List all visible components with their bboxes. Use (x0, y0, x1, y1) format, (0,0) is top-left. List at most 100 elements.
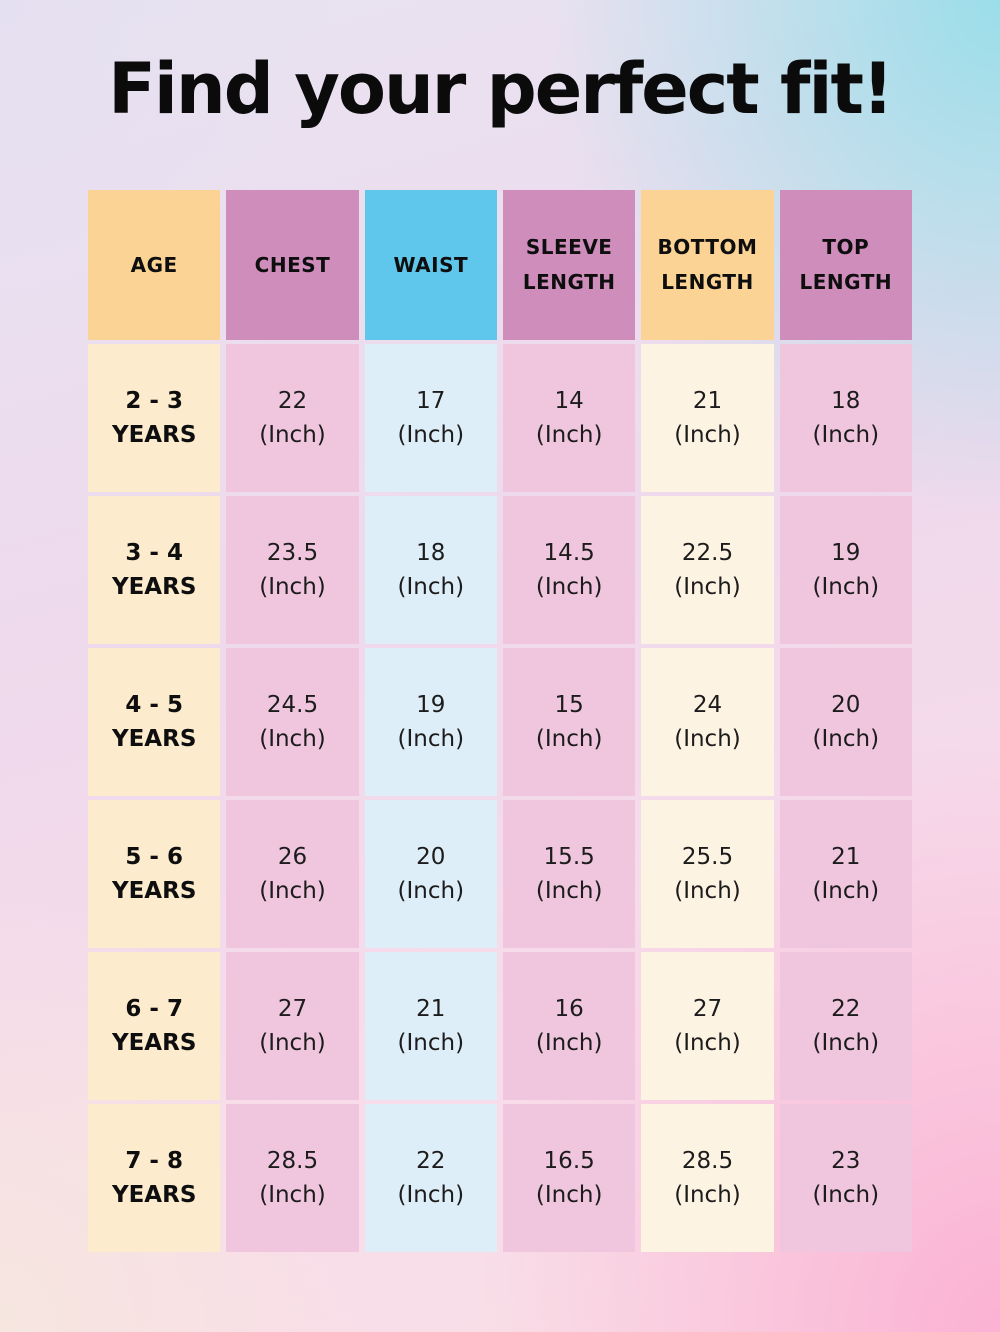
size-chart-table: AGE CHEST WAIST SLEEVE LENGTH BOTTOM LEN… (88, 190, 912, 1252)
measurement-unit: (Inch) (259, 1030, 326, 1056)
measurement-unit: (Inch) (259, 422, 326, 448)
chest-value-cell: 28.5 (Inch) (226, 1104, 359, 1252)
measurement-value: 19 (416, 691, 446, 718)
measurement-value: 22 (831, 995, 861, 1022)
measurement-value: 18 (831, 387, 861, 414)
header-cell-chest: CHEST (226, 190, 359, 340)
header-cell-bottom-length: BOTTOM LENGTH (641, 190, 774, 340)
top-length-value-cell: 20 (Inch) (779, 648, 912, 796)
age-unit: YEARS (111, 726, 197, 752)
measurement-value: 14.5 (543, 539, 595, 566)
bottom-length-value-cell: 28.5 (Inch) (641, 1104, 774, 1252)
measurement-value: 18 (416, 539, 446, 566)
age-cell: 3 - 4 YEARS (88, 496, 221, 644)
age-range: 3 - 4 (125, 539, 183, 566)
measurement-unit: (Inch) (397, 574, 465, 600)
measurement-value: 20 (416, 843, 446, 870)
measurement-unit: (Inch) (259, 1182, 326, 1208)
bottom-length-value-cell: 22.5 (Inch) (641, 496, 774, 644)
header-cell-age: AGE (88, 190, 221, 340)
measurement-unit: (Inch) (674, 1182, 741, 1208)
measurement-unit: (Inch) (259, 726, 326, 752)
top-length-value-cell: 19 (Inch) (779, 496, 912, 644)
measurement-value: 22 (416, 1147, 446, 1174)
measurement-unit: (Inch) (674, 422, 741, 448)
waist-value-cell: 21 (Inch) (364, 952, 497, 1100)
top-length-value-cell: 23 (Inch) (779, 1104, 912, 1252)
sleeve-length-value-cell: 16.5 (Inch) (502, 1104, 636, 1252)
measurement-value: 14 (554, 387, 584, 414)
age-unit: YEARS (111, 1030, 197, 1056)
measurement-unit: (Inch) (812, 1030, 880, 1056)
top-length-value-cell: 21 (Inch) (779, 800, 912, 948)
measurement-value: 22.5 (681, 539, 734, 566)
measurement-unit: (Inch) (397, 726, 465, 752)
measurement-value: 26 (277, 843, 308, 870)
measurement-unit: (Inch) (674, 878, 741, 904)
measurement-unit: (Inch) (259, 878, 326, 904)
top-length-value-cell: 22 (Inch) (779, 952, 912, 1100)
measurement-value: 24.5 (266, 691, 319, 718)
measurement-value: 15 (554, 691, 584, 718)
measurement-unit: (Inch) (535, 574, 603, 600)
header-cell-sleeve-length: SLEEVE LENGTH (502, 190, 636, 340)
measurement-unit: (Inch) (812, 726, 880, 752)
sleeve-length-value-cell: 16 (Inch) (502, 952, 636, 1100)
chest-value-cell: 26 (Inch) (226, 800, 359, 948)
waist-value-cell: 20 (Inch) (364, 800, 497, 948)
measurement-unit: (Inch) (397, 1182, 465, 1208)
measurement-value: 16.5 (543, 1147, 595, 1174)
measurement-unit: (Inch) (535, 1182, 603, 1208)
measurement-unit: (Inch) (812, 422, 880, 448)
waist-value-cell: 19 (Inch) (364, 648, 497, 796)
chest-value-cell: 24.5 (Inch) (226, 648, 359, 796)
header-cell-top-length: TOP LENGTH (779, 190, 912, 340)
age-range: 2 - 3 (125, 387, 183, 414)
measurement-unit: (Inch) (674, 726, 741, 752)
measurement-value: 21 (416, 995, 446, 1022)
chest-value-cell: 22 (Inch) (226, 344, 359, 492)
measurement-value: 23 (831, 1147, 861, 1174)
age-range: 4 - 5 (125, 691, 183, 718)
age-cell: 7 - 8 YEARS (88, 1104, 221, 1252)
age-unit: YEARS (111, 422, 197, 448)
waist-value-cell: 22 (Inch) (364, 1104, 497, 1252)
measurement-unit: (Inch) (812, 574, 880, 600)
sleeve-length-value-cell: 15 (Inch) (502, 648, 636, 796)
measurement-unit: (Inch) (535, 878, 603, 904)
measurement-value: 28.5 (681, 1147, 734, 1174)
age-unit: YEARS (111, 878, 197, 904)
measurement-unit: (Inch) (812, 878, 880, 904)
measurement-unit: (Inch) (674, 1030, 741, 1056)
measurement-value: 15.5 (543, 843, 595, 870)
measurement-value: 19 (831, 539, 861, 566)
age-range: 7 - 8 (125, 1147, 183, 1174)
age-unit: YEARS (111, 1182, 197, 1208)
measurement-value: 20 (831, 691, 861, 718)
measurement-unit: (Inch) (535, 422, 603, 448)
waist-value-cell: 17 (Inch) (364, 344, 497, 492)
age-unit: YEARS (111, 574, 197, 600)
age-cell: 2 - 3 YEARS (88, 344, 221, 492)
measurement-value: 25.5 (681, 843, 734, 870)
top-length-value-cell: 18 (Inch) (779, 344, 912, 492)
measurement-unit: (Inch) (535, 1030, 603, 1056)
measurement-value: 16 (554, 995, 584, 1022)
measurement-unit: (Inch) (397, 1030, 465, 1056)
bottom-length-value-cell: 25.5 (Inch) (641, 800, 774, 948)
bottom-length-value-cell: 24 (Inch) (641, 648, 774, 796)
measurement-unit: (Inch) (259, 574, 326, 600)
chest-value-cell: 27 (Inch) (226, 952, 359, 1100)
age-cell: 4 - 5 YEARS (88, 648, 221, 796)
measurement-unit: (Inch) (397, 422, 465, 448)
age-range: 5 - 6 (125, 843, 183, 870)
measurement-unit: (Inch) (535, 726, 603, 752)
header-cell-waist: WAIST (364, 190, 497, 340)
waist-value-cell: 18 (Inch) (364, 496, 497, 644)
measurement-value: 27 (692, 995, 723, 1022)
page-title: Find your perfect fit! (108, 48, 894, 130)
age-cell: 6 - 7 YEARS (88, 952, 221, 1100)
measurement-value: 28.5 (266, 1147, 319, 1174)
measurement-unit: (Inch) (674, 574, 741, 600)
measurement-value: 23.5 (266, 539, 319, 566)
